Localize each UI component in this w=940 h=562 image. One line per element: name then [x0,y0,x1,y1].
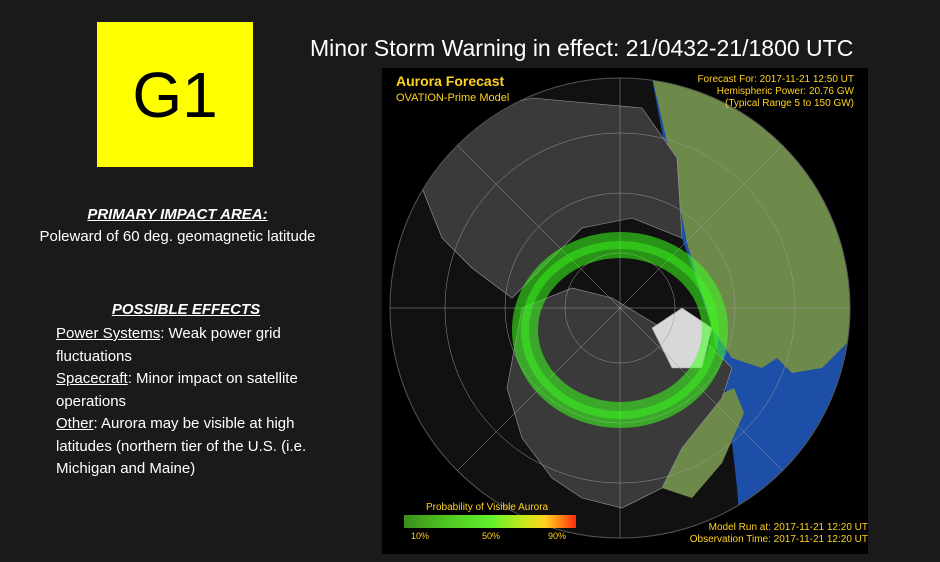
map-model: OVATION-Prime Model [396,92,510,104]
effects-title: POSSIBLE EFFECTS [111,301,261,318]
aurora-oval-core [521,241,719,419]
effect-item-spacecraft: Spacecraft: Minor impact on satellite op… [56,368,326,413]
aurora-oval [512,232,728,428]
legend-title: Probability of Visible Aurora [426,502,549,513]
legend-tick-10: 10% [411,531,430,541]
storm-level-label: G1 [132,58,218,131]
warning-headline: Minor Storm Warning in effect: 21/0432-2… [310,35,854,61]
forecast-time: Forecast For: 2017-11-21 12:50 UT [697,74,854,85]
night-land-asia [411,97,683,299]
map-title: Aurora Forecast [396,73,505,89]
effect-label: Spacecraft [56,370,128,387]
effect-item-power: Power Systems: Weak power grid fluctuati… [56,323,326,368]
effect-label: Power Systems [56,325,161,342]
model-run-time: Model Run at: 2017-11-21 12:20 UT [708,522,868,533]
effect-text: : Minor impact on satellite operations [56,370,298,410]
legend-tick-90: 90% [548,531,567,541]
day-land-south [662,388,744,498]
legend-tick-50: 50% [482,531,501,541]
effect-label: Other [56,415,94,432]
graticule [390,78,850,538]
aurora-forecast-map: Aurora Forecast OVATION-Prime Model Fore… [382,68,868,554]
effects-list: Power Systems: Weak power grid fluctuati… [56,323,326,481]
impact-area-title: PRIMARY IMPACT AREA: [87,206,268,223]
globe-outline [389,77,851,539]
effect-text: : Weak power grid fluctuations [56,325,281,365]
run-info: Model Run at: 2017-11-21 12:20 UT Observ… [690,522,868,546]
impact-area-text: Poleward of 60 deg. geomagnetic latitude [39,228,316,245]
globe-image [389,77,851,539]
storm-level-badge: G1 [97,22,253,167]
effect-text: : Aurora may be visible at high latitude… [56,415,307,477]
observation-time: Observation Time: 2017-11-21 12:20 UT [689,534,868,545]
effect-item-other: Other: Aurora may be visible at high lat… [56,413,326,481]
hemispheric-power: Hemispheric Power: 20.76 GW [716,86,854,97]
probability-legend-bar [404,515,576,528]
typical-range: (Typical Range 5 to 150 GW) [725,98,854,109]
forecast-info: Forecast For: 2017-11-21 12:50 UT Hemisp… [697,74,854,110]
